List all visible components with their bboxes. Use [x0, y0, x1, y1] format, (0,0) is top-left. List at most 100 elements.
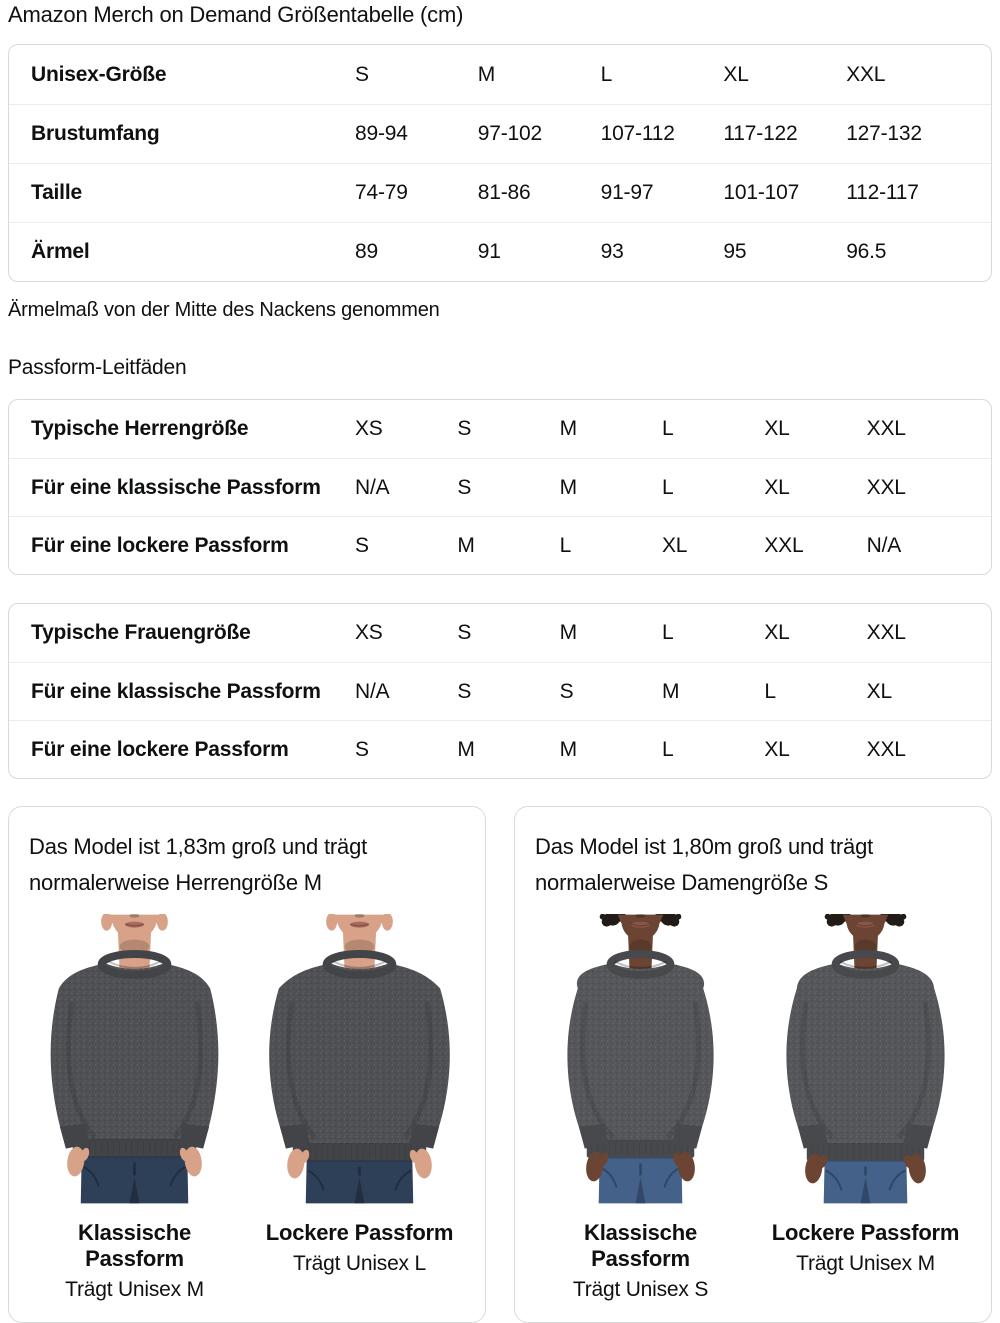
size-cell: XXL [846, 62, 886, 86]
fit-table-women: Typische Frauengröße XS S M L XL XXL Für eine k… [8, 603, 992, 779]
model-cards: Das Model ist 1,83m groß und trägt norma… [8, 806, 992, 1323]
size-cell: L [662, 621, 674, 644]
page-title: Amazon Merch on Demand Größentabelle (cm… [8, 2, 464, 27]
model-description: Das Model ist 1,80m groß und trägt norma… [535, 834, 874, 895]
row-label: Unisex-Größe [31, 62, 167, 86]
size-caption: Trägt Unisex M [796, 1252, 935, 1275]
size-cell: N/A [355, 475, 390, 499]
sleeve-measure-note: Ärmelmaß von der Mitte des Nackens genom… [8, 299, 440, 321]
size-cell: M [559, 621, 577, 644]
photo-caption: Lockere Passform Trägt Unisex M [760, 1220, 971, 1276]
table-row: Taille 74-79 81-86 91-97 101-107 112-117 [9, 163, 991, 222]
model-photo: Lockere Passform Trägt Unisex M [760, 914, 971, 1302]
size-cell: S [559, 679, 574, 703]
table-row: Unisex-Größe S M L XL XXL [9, 45, 991, 104]
size-cell: L [662, 417, 674, 440]
photo-caption: Klassische Passform Trägt Unisex M [29, 1220, 240, 1302]
size-cell: 93 [600, 240, 624, 263]
row-label: Ärmel [31, 240, 90, 263]
size-cell: 95 [723, 240, 747, 263]
size-cell: M [559, 475, 577, 499]
size-cell: XS [355, 621, 383, 644]
size-cell: 81-86 [477, 181, 531, 204]
size-cell: M [477, 62, 496, 86]
size-cell: L [600, 62, 613, 86]
fit-table-men: Typische Herrengröße XS S M L XL XXL Für eine k… [8, 399, 992, 575]
photo-caption: Klassische Passform Trägt Unisex S [535, 1220, 746, 1302]
size-caption: Trägt Unisex L [293, 1252, 426, 1275]
size-cell: 101-107 [723, 181, 800, 204]
size-cell: M [559, 737, 577, 761]
model-photo: Lockere Passform Trägt Unisex L [254, 914, 465, 1302]
model-photos: Klassische Passform Trägt Unisex M Locker… [29, 914, 465, 1302]
size-cell: S [457, 621, 472, 644]
size-cell: S [355, 737, 369, 761]
size-cell: 117-122 [723, 122, 798, 145]
size-cell: S [457, 475, 472, 499]
row-label: Für eine klassische Passform [31, 475, 321, 499]
table-row: Ärmel 89 91 93 95 96.5 [9, 222, 991, 281]
size-cell: 107-112 [600, 122, 675, 145]
row-label: Für eine lockere Passform [31, 737, 289, 761]
model-photo-image [535, 914, 746, 1204]
size-cell: XXL [866, 417, 906, 440]
size-caption: Trägt Unisex M [65, 1278, 204, 1301]
table-row: Brustumfang 89-94 97-102 107-112 117-122 127-… [9, 104, 991, 163]
row-label: Typische Frauengröße [31, 621, 251, 644]
model-description: Das Model ist 1,83m groß und trägt norma… [29, 834, 368, 895]
size-cell: S [457, 679, 472, 703]
size-cell: 89 [355, 240, 378, 263]
table-row: Für eine lockere Passform S M M L XL XXL [9, 720, 991, 778]
fit-caption: Klassische Passform [584, 1220, 697, 1271]
fit-guides-heading: Passform-Leitfäden [8, 356, 187, 379]
size-cell: N/A [866, 533, 902, 557]
size-cell: N/A [355, 679, 390, 703]
table-row: Für eine klassische Passform N/A S M L XL XXL [9, 458, 991, 516]
size-cell: 127-132 [846, 122, 922, 145]
size-cell: 89-94 [355, 122, 408, 145]
size-cell: XXL [866, 621, 906, 644]
model-card-women: Das Model ist 1,80m groß und trägt norma… [514, 806, 992, 1323]
size-cell: XS [355, 417, 383, 440]
size-cell: XL [764, 417, 790, 440]
size-cell: XXL [866, 475, 906, 499]
size-cell: L [559, 533, 572, 557]
size-cell: M [559, 417, 577, 440]
size-cell: XL [723, 62, 749, 86]
model-photo-image [760, 914, 971, 1204]
model-photo: Klassische Passform Trägt Unisex S [535, 914, 746, 1302]
size-cell: XL [764, 475, 790, 499]
model-card-men: Das Model ist 1,83m groß und trägt norma… [8, 806, 486, 1323]
row-label: Brustumfang [31, 122, 160, 145]
size-cell: L [662, 737, 674, 761]
size-table: Unisex-Größe S M L XL XXL Brustumfang 89-94 97-1… [8, 44, 992, 282]
size-cell: 96.5 [846, 240, 887, 263]
size-cell: S [355, 533, 369, 557]
size-cell: S [457, 417, 472, 440]
model-photo: Klassische Passform Trägt Unisex M [29, 914, 240, 1302]
size-cell: XL [662, 533, 688, 557]
fit-caption: Lockere Passform [771, 1220, 960, 1245]
table-row: Typische Herrengröße XS S M L XL XXL [9, 400, 991, 458]
table-row: Für eine klassische Passform N/A S S M L XL [9, 662, 991, 720]
fit-caption: Klassische Passform [78, 1220, 191, 1271]
table-row: Typische Frauengröße XS S M L XL XXL [9, 604, 991, 662]
size-cell: L [662, 475, 674, 499]
size-cell: S [355, 62, 369, 86]
row-label: Für eine klassische Passform [31, 679, 321, 703]
fit-caption: Lockere Passform [265, 1220, 454, 1245]
size-cell: XXL [764, 533, 804, 557]
row-label: Für eine lockere Passform [31, 533, 289, 557]
size-cell: 91-97 [600, 181, 654, 204]
model-photos: Klassische Passform Trägt Unisex S Locker… [535, 914, 971, 1302]
row-label: Taille [31, 181, 82, 204]
size-cell: M [662, 679, 680, 703]
size-cell: 74-79 [355, 181, 408, 204]
size-cell: M [457, 533, 475, 557]
photo-caption: Lockere Passform Trägt Unisex L [254, 1220, 465, 1276]
table-row: Für eine lockere Passform S M L XL XXL N/A [9, 516, 991, 574]
model-photo-image [29, 914, 240, 1204]
size-cell: XL [764, 737, 790, 761]
row-label: Typische Herrengröße [31, 417, 249, 440]
